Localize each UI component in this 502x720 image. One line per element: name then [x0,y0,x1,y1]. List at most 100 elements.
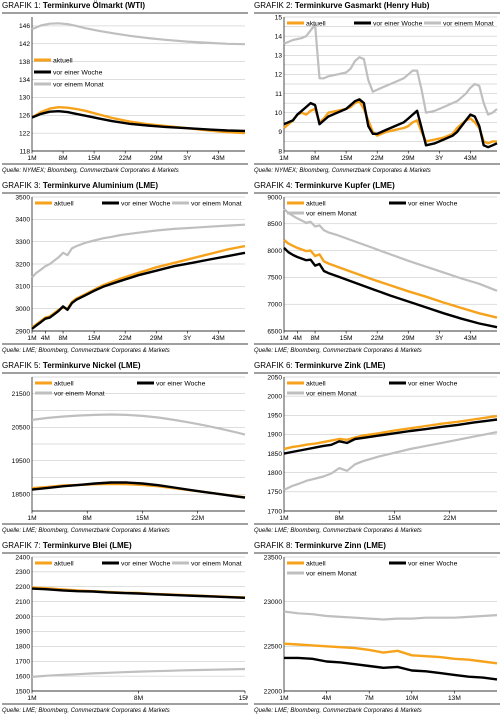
header-rule [2,372,248,374]
y-tick-label: 1750 [267,489,282,496]
header-rule [2,192,248,194]
legend-label-aktuell: aktuell [54,200,74,207]
y-tick-label: 134 [19,77,30,84]
chart-title: Terminkurve Ölmarkt (WTI) [42,1,145,10]
chart-number: GRAFIK 3: [2,181,43,190]
x-tick-label: 15M [136,515,149,520]
series-line-woche [283,247,498,329]
source-rule [254,163,500,165]
y-tick-label: 23000 [264,599,283,606]
header-rule [2,12,248,14]
y-tick-label: 126 [19,113,30,120]
x-tick-label: 8M [335,515,344,520]
x-tick-label: 1M [27,335,36,340]
panel-lead: GRAFIK 7: Terminkurve Blei (LME) 1500 1600… [2,540,248,718]
legend-label-aktuell: aktuell [306,380,326,387]
chart-heading: GRAFIK 2: Terminkurve Gasmarkt (Henry Hu… [254,1,429,11]
y-tick-label: 11 [275,91,282,98]
header-rule [254,12,500,14]
x-tick-label: 1M [279,155,288,160]
y-tick-label: 1950 [267,413,282,420]
chart-svg: 118 122 126 130 134 138 142 146 1M 8M 15M 22M 29M 3Y 4… [19,17,246,160]
chart-number: GRAFIK 2: [254,1,295,10]
legend-label-aktuell: aktuell [306,20,326,27]
panel-aluminium: GRAFIK 3: Terminkurve Aluminium (LME) 290… [2,180,248,358]
legend-label-woche: vor einer Woche [53,69,103,76]
y-tick-label: 8500 [267,221,282,228]
legend-label-aktuell: aktuell [54,560,74,567]
y-tick-label: 7000 [267,302,282,309]
source-note: Quelle: LME; Bloomberg, Commerzbank Corp… [254,348,422,354]
chart-svg: 22000 22500 23000 23500 1M 4M 7M 10M 13M aktuell v… [264,554,498,700]
y-tick-label: 8000 [267,248,282,255]
chart-number: GRAFIK 7: [2,541,43,550]
x-tick-label: 43M [464,155,477,160]
x-tick-label: 8M [58,155,67,160]
y-tick-label: 1600 [15,673,30,680]
x-tick-label: 43M [212,155,225,160]
source-note: Quelle: LME; Bloomberg, Commerzbank Corp… [254,708,422,714]
y-tick-label: 138 [19,59,30,66]
x-tick-label: 1M [279,335,288,340]
series-line-aktuell [283,414,498,451]
source-rule [2,703,248,705]
y-tick-label: 118 [19,148,30,155]
chart-title: Terminkurve Zinn (LME) [294,541,386,550]
chart-heading: GRAFIK 3: Terminkurve Aluminium (LME) [2,181,158,191]
chart-number: GRAFIK 1: [2,1,43,10]
x-tick-label: 15M [88,335,101,340]
y-tick-label: 21500 [12,391,31,398]
x-tick-label: 8M [83,515,92,520]
y-tick-label: 130 [19,95,30,102]
x-tick-label: 1M [279,515,288,520]
chart-title: Terminkurve Nickel (LME) [42,361,141,370]
series-line-monat [31,413,246,436]
y-tick-label: 19500 [12,458,31,465]
source-note: Quelle: LME; Bloomberg, Commerzbank Corp… [254,528,422,534]
y-tick-label: 14 [275,33,283,40]
x-tick-label: 29M [150,155,163,160]
legend-label-monat: vor einem Monat [53,81,104,88]
chart-heading: GRAFIK 5: Terminkurve Nickel (LME) [2,361,141,371]
chart-number: GRAFIK 4: [254,181,295,190]
x-tick-label: 8M [134,695,143,700]
x-tick-label: 7M [365,695,374,700]
source-rule [2,523,248,525]
chart-heading: GRAFIK 4: Terminkurve Kupfer (LME) [254,181,395,191]
y-tick-label: 22500 [264,644,283,651]
legend-label-woche: vor einer Woche [408,380,458,387]
legend-label-monat: vor einem Monat [443,20,494,27]
y-tick-label: 1500 [15,688,30,695]
y-tick-label: 122 [19,130,30,137]
series-line-monat [31,667,246,678]
header-rule [2,552,248,554]
x-tick-label: 22M [119,335,132,340]
chart-heading: GRAFIK 7: Terminkurve Blei (LME) [2,541,132,551]
y-tick-label: 1800 [267,470,282,477]
header-rule [254,372,500,374]
series-line-woche [31,481,246,499]
y-tick-label: 2000 [15,614,30,621]
chart-title: Terminkurve Gasmarkt (Henry Hub) [294,1,430,10]
chart-svg: 2900 3000 3100 3200 3300 3400 3500 1M 4M 8M 15M 22M… [15,194,246,340]
y-tick-label: 7500 [267,275,282,282]
y-tick-label: 3500 [15,194,30,201]
x-tick-label: 1M [27,515,36,520]
series-line-woche [283,418,498,455]
y-tick-label: 10 [275,110,283,117]
legend-label-monat: vor einem Monat [306,390,357,397]
x-tick-label: 22M [119,155,132,160]
x-tick-label: 15M [239,695,248,700]
chart-title: Terminkurve Aluminium (LME) [42,181,159,190]
series-line-aktuell [283,238,498,319]
legend-label-aktuell: aktuell [54,380,74,387]
y-tick-label: 2200 [15,584,30,591]
chart-heading: GRAFIK 6: Terminkurve Zink (LME) [254,361,385,371]
panel-tin: GRAFIK 8: Terminkurve Zinn (LME) 22000 225… [254,540,500,718]
y-tick-label: 6500 [267,328,282,335]
chart-number: GRAFIK 8: [254,541,295,550]
chart-svg: 1700 1750 1800 1850 1900 1950 2000 2050 1M 8M 15M 2… [267,374,498,520]
x-tick-label: 8M [310,335,319,340]
y-tick-label: 3400 [15,217,30,224]
x-tick-label: 3Y [435,335,444,340]
